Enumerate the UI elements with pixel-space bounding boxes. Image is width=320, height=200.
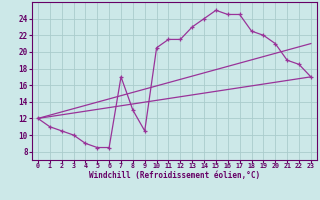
- X-axis label: Windchill (Refroidissement éolien,°C): Windchill (Refroidissement éolien,°C): [89, 171, 260, 180]
